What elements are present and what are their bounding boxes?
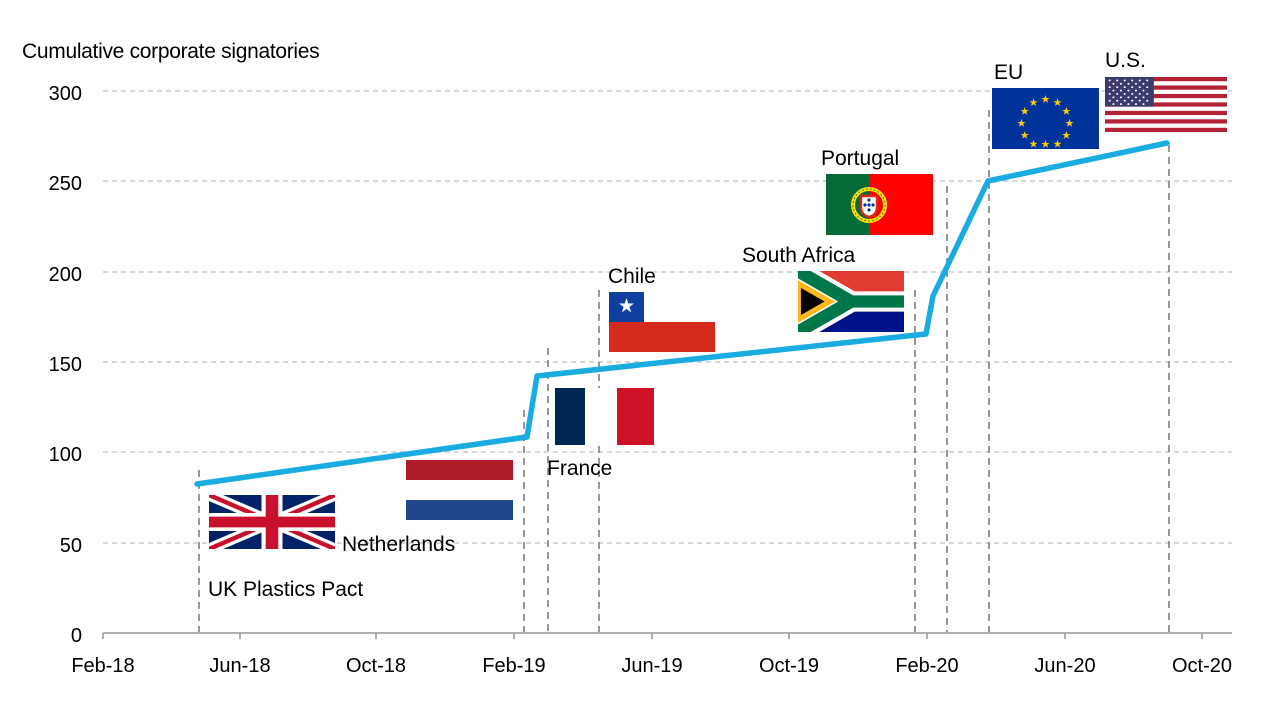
y-tick-labels: 300 250 200 150 100 50 0: [49, 83, 82, 647]
x-tick-feb19: Feb-19: [482, 655, 545, 677]
x-tick-feb20: Feb-20: [895, 655, 958, 677]
x-tick-oct18: Oct-18: [346, 655, 406, 677]
uk-label: UK Plastics Pact: [208, 578, 363, 601]
y-tick-250: 250: [49, 173, 82, 195]
us-flag-icon: [1105, 77, 1227, 132]
signatories-line: [194, 140, 1170, 487]
eu-label: EU: [994, 61, 1023, 84]
south-africa-label: South Africa: [742, 244, 856, 267]
y-tick-200: 200: [49, 264, 82, 286]
x-tick-jun19: Jun-19: [621, 655, 682, 677]
chile-flag-icon: [609, 292, 715, 352]
chile-label: Chile: [608, 265, 656, 288]
france-label: France: [547, 457, 612, 480]
us-label: U.S.: [1105, 49, 1146, 72]
x-tick-oct19: Oct-19: [759, 655, 819, 677]
y-tick-100: 100: [49, 444, 82, 466]
y-tick-0: 0: [71, 625, 82, 647]
uk-flag-icon: [209, 495, 335, 549]
x-axis: [102, 632, 1232, 639]
y-tick-150: 150: [49, 354, 82, 376]
y-axis-title: Cumulative corporate signatories: [22, 40, 320, 63]
france-flag-icon: [555, 388, 654, 445]
south-africa-flag-icon: [798, 271, 904, 332]
netherlands-label: Netherlands: [342, 533, 455, 556]
portugal-label: Portugal: [821, 147, 899, 170]
y-tick-300: 300: [49, 83, 82, 105]
x-tick-jun20: Jun-20: [1034, 655, 1095, 677]
netherlands-flag-icon: [406, 460, 513, 520]
x-tick-jun18: Jun-18: [209, 655, 270, 677]
x-tick-labels: Feb-18 Jun-18 Oct-18 Feb-19 Jun-19 Oct-1…: [71, 655, 1232, 677]
eu-flag-icon: [992, 88, 1099, 149]
y-tick-50: 50: [60, 535, 82, 557]
portugal-flag-icon: [826, 174, 933, 235]
x-tick-oct20: Oct-20: [1172, 655, 1232, 677]
x-tick-feb18: Feb-18: [71, 655, 134, 677]
